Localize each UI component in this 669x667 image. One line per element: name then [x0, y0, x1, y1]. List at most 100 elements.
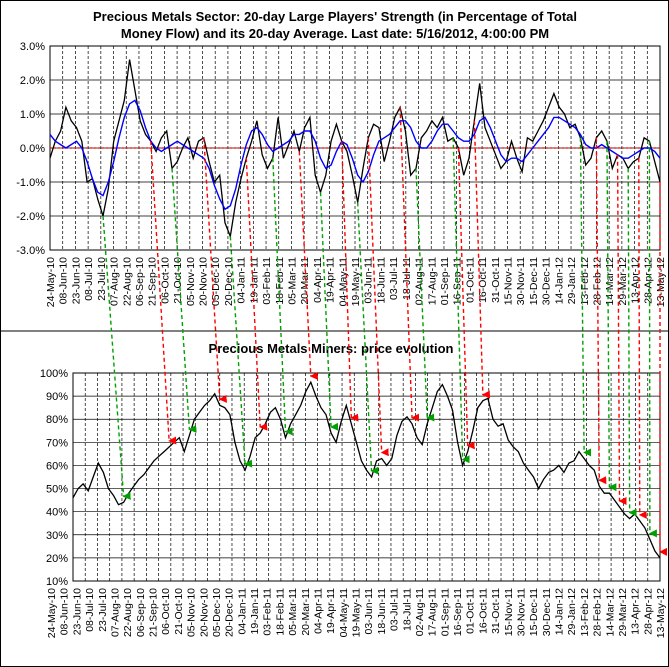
bottom-series-price-line — [72, 380, 661, 559]
top-x-tick-label: 29-Jan-12 — [566, 257, 578, 304]
top-x-tick-label: 01-Oct-11 — [464, 257, 476, 303]
top-x-tick-label: 01-Sep-11 — [439, 257, 451, 305]
bottom-x-tick-label: 14-Jan-12 — [554, 588, 566, 635]
bottom-x-tick-label: 18-Jun-11 — [376, 588, 388, 635]
bottom-x-tick-label: 31-Oct-11 — [490, 588, 502, 634]
top-x-tick-label: 19-Apr-11 — [325, 257, 337, 303]
bottom-y-tick-label: 10% — [46, 576, 68, 588]
top-x-tick-label: 24-May-10 — [45, 257, 57, 307]
signal-arrow-green — [579, 137, 592, 457]
top-x-tick-label: 03-Jul-11 — [388, 257, 400, 300]
top-x-tick-label: 15-Dec-11 — [528, 257, 540, 305]
bottom-x-tick-label: 05-Nov-10 — [186, 588, 198, 637]
bottom-x-tick-label: 03-Feb-11 — [262, 588, 274, 636]
bottom-y-tick-label: 50% — [46, 484, 68, 496]
bottom-x-tick-label: 03-Jun-11 — [363, 588, 375, 635]
top-x-tick-label: 05-Nov-10 — [185, 257, 197, 306]
signal-arrow-green — [606, 141, 617, 492]
bottom-y-tick-label: 60% — [46, 460, 68, 472]
top-y-tick-label: 3.0% — [20, 41, 45, 53]
top-chart-title-line: Money Flow) and its 20-day Average. Last… — [121, 26, 549, 41]
top-x-tick-label: 29-Mar-12 — [617, 257, 629, 306]
top-x-tick-label: 08-Jun-10 — [58, 257, 70, 304]
bottom-x-tick-label: 18-Jul-11 — [401, 588, 413, 631]
top-x-tick-label: 03-Jun-11 — [363, 257, 375, 304]
bottom-x-tick-label: 07-Aug-10 — [109, 588, 121, 637]
top-y-tick-label: 1.0% — [20, 109, 45, 121]
bottom-x-tick-label: 30-Dec-11 — [541, 588, 553, 636]
signal-arrow-red — [473, 120, 491, 399]
bottom-x-tick-label: 29-Mar-12 — [617, 588, 629, 637]
top-x-tick-label: 18-Feb-11 — [274, 257, 286, 305]
signal-arrow-green — [171, 168, 197, 433]
top-x-tick-label: 08-Jul-10 — [83, 257, 95, 301]
top-x-tick-label: 20-Mar-11 — [299, 257, 311, 305]
top-x-tick-label: 23-Jun-10 — [70, 257, 82, 304]
top-x-tick-label: 13-Feb-12 — [579, 257, 591, 306]
top-x-tick-label: 19-Jan-11 — [248, 257, 260, 304]
bottom-x-tick-label: 30-Nov-11 — [515, 588, 527, 636]
signal-arrow-red — [298, 151, 319, 380]
bottom-x-tick-label: 28-Feb-12 — [592, 588, 604, 637]
bottom-x-tick-label: 06-Oct-10 — [160, 588, 172, 635]
top-x-tick-label: 14-Mar-12 — [604, 257, 616, 306]
bottom-x-tick-label: 01-Oct-11 — [465, 588, 477, 634]
bottom-x-tick-label: 21-Oct-10 — [173, 588, 185, 635]
top-x-tick-label: 21-Oct-10 — [172, 257, 184, 304]
top-x-tick-label: 17-Aug-11 — [426, 257, 438, 305]
bottom-x-tick-label: 04-Apr-11 — [312, 588, 324, 634]
signal-arrow-red — [457, 147, 475, 450]
bottom-x-tick-label: 15-Nov-11 — [503, 588, 515, 636]
bottom-x-tick-label: 19-Jan-11 — [249, 588, 261, 635]
bottom-x-tick-label: 04-May-11 — [338, 588, 350, 638]
signal-arrow-green — [229, 236, 253, 468]
bottom-x-tick-label: 04-Jan-11 — [236, 588, 248, 635]
top-x-tick-label: 03-Feb-11 — [261, 257, 273, 305]
bottom-x-tick-label: 13-Apr-12 — [630, 588, 642, 635]
top-y-tick-label: 0.0% — [20, 143, 45, 155]
bottom-y-tick-label: 20% — [46, 553, 68, 565]
top-x-tick-label: 04-Jan-11 — [236, 257, 248, 304]
bottom-x-tick-label: 24-May-10 — [46, 588, 58, 638]
signal-arrow-green — [356, 202, 379, 475]
top-y-tick-label: -2.0% — [16, 211, 45, 223]
signal-arrow-red — [616, 154, 627, 506]
top-x-tick-label: 30-Nov-11 — [515, 257, 527, 305]
top-x-tick-label: 06-Oct-10 — [159, 257, 171, 304]
bottom-x-tick-label: 20-Mar-11 — [300, 588, 312, 636]
bottom-x-tick-label: 03-Jul-11 — [389, 588, 401, 631]
top-x-tick-label: 30-Dec-11 — [541, 257, 553, 305]
bottom-x-tick-label: 23-Jul-10 — [97, 588, 109, 632]
top-y-tick-label: -3.0% — [16, 245, 45, 257]
bottom-x-tick-label: 18-Feb-11 — [274, 588, 286, 636]
top-x-tick-label: 18-Jun-11 — [375, 257, 387, 304]
top-x-tick-label: 28-Apr-12 — [642, 257, 654, 304]
bottom-x-tick-label: 19-May-11 — [351, 588, 363, 638]
bottom-x-tick-label: 21-Sep-10 — [148, 588, 160, 637]
bottom-x-tick-label: 08-Jul-10 — [84, 588, 96, 632]
signal-arrow-green — [102, 215, 131, 500]
bottom-y-tick-label: 70% — [46, 437, 68, 449]
bottom-x-tick-label: 17-Aug-11 — [427, 588, 439, 636]
bottom-x-tick-label: 28-Apr-12 — [642, 588, 654, 635]
bottom-x-tick-label: 05-Mar-11 — [287, 588, 299, 636]
bottom-x-tick-label: 01-Sep-11 — [439, 588, 451, 636]
top-chart-title-line: Precious Metals Sector: 20-day Large Pla… — [93, 9, 577, 24]
bottom-x-tick-label: 08-Jun-10 — [59, 588, 71, 635]
top-y-tick-label: -1.0% — [16, 177, 45, 189]
bottom-y-tick-label: 30% — [46, 530, 68, 542]
top-x-tick-label: 22-Aug-10 — [121, 257, 133, 306]
bottom-x-tick-label: 13-Feb-12 — [579, 588, 591, 637]
bottom-y-tick-label: 100% — [40, 368, 68, 380]
signal-arrow-green — [272, 158, 293, 436]
bottom-y-tick-label: 40% — [46, 507, 68, 519]
bottom-x-tick-label: 14-Mar-12 — [604, 588, 616, 637]
bottom-x-tick-label: 19-Apr-11 — [325, 588, 337, 634]
top-series-average-line — [49, 99, 661, 211]
top-y-tick-label: 2.0% — [20, 75, 45, 87]
signal-arrow-green — [627, 168, 637, 517]
bottom-x-tick-label: 02-Aug-11 — [414, 588, 426, 636]
bottom-x-tick-label: 22-Aug-10 — [122, 588, 134, 637]
bottom-y-tick-label: 90% — [46, 391, 68, 403]
